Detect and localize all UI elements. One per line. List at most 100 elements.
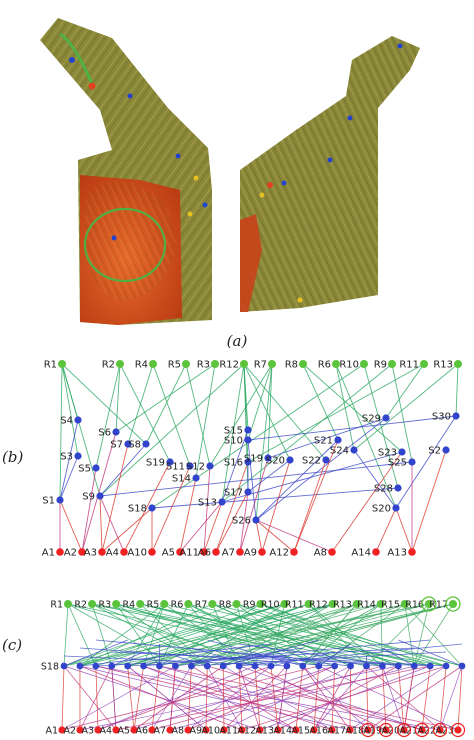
graph-edge — [169, 665, 415, 731]
graph-edge — [395, 415, 457, 509]
graph-edge — [247, 363, 273, 441]
graph-edge — [331, 451, 403, 553]
graph-edge — [239, 457, 269, 553]
saddle-node — [442, 662, 450, 670]
graph-edge — [255, 519, 333, 553]
saddle-node — [394, 662, 402, 670]
graph-edge — [215, 461, 249, 553]
saddle-node — [140, 662, 148, 670]
saddle-label: S12 — [186, 462, 205, 473]
root-node — [400, 600, 409, 608]
saddle-label: S23 — [378, 448, 397, 459]
attractor-label: A14 — [273, 726, 292, 737]
root-label: R2 — [74, 600, 87, 611]
saddle-label: S19 — [244, 454, 263, 465]
graph-edge — [151, 665, 160, 731]
graph-edge — [353, 363, 459, 451]
attractor-label: A2 — [63, 726, 76, 737]
saddle-node — [124, 662, 132, 670]
root-node — [116, 360, 124, 368]
graph-edge — [81, 467, 97, 553]
graph-edge — [413, 603, 430, 667]
attractor-highlight-ring — [450, 722, 466, 738]
graph-edge — [203, 465, 211, 553]
attractor-node — [120, 548, 128, 556]
saddle-node — [394, 484, 402, 492]
graph-edge — [61, 665, 319, 731]
saddle-node — [392, 504, 400, 512]
saddle-node — [192, 474, 200, 482]
graph-edge — [79, 603, 261, 667]
graph-edge — [63, 603, 381, 667]
graph-edge — [95, 665, 99, 731]
attractor-label: A3 — [84, 548, 97, 559]
graph-edge — [385, 363, 425, 419]
graph-edge — [127, 363, 154, 445]
saddle-label: S18 — [128, 504, 147, 515]
saddle-label: S16 — [224, 458, 243, 469]
root-node — [208, 600, 217, 608]
right-intake-model — [240, 36, 420, 312]
saddle-node — [363, 662, 370, 670]
saddle-node — [264, 454, 272, 462]
attractor-label: A1 — [42, 548, 55, 559]
root-highlight-ring — [445, 596, 461, 612]
saddle-node — [74, 416, 82, 424]
graph-edge — [382, 665, 405, 731]
panel-b-edges — [59, 363, 459, 553]
attractor-highlight-ring — [378, 722, 394, 738]
root-node — [328, 600, 337, 608]
graph-edge — [206, 665, 243, 731]
attractor-label: A22 — [417, 726, 436, 737]
root-node — [112, 600, 121, 608]
graph-edge — [115, 665, 431, 731]
saddle-node — [382, 414, 390, 422]
graph-edge — [270, 603, 382, 667]
saddle-node — [315, 662, 323, 670]
root-label: R16 — [405, 600, 424, 611]
graph-edge — [175, 603, 454, 667]
saddle-label: S25 — [388, 458, 407, 469]
saddle-node — [244, 426, 252, 434]
attractor-label: A4 — [99, 726, 112, 737]
root-node — [268, 360, 276, 368]
root-node — [376, 600, 385, 608]
panel-c-edges — [61, 603, 463, 731]
graph-edge — [313, 665, 320, 731]
saddle-node — [112, 428, 120, 436]
graph-edge — [127, 603, 309, 667]
graph-edge — [439, 665, 463, 731]
graph-edge — [398, 639, 463, 667]
root-node — [420, 360, 428, 368]
saddle-node — [219, 662, 227, 670]
graph-edge — [367, 665, 463, 731]
attractor-node — [328, 726, 336, 734]
graph-edge — [79, 665, 351, 731]
saddle-row-label: S18 — [41, 662, 59, 673]
attractor-node — [310, 726, 318, 734]
graph-edge — [255, 519, 263, 553]
attractor-label: A3 — [81, 726, 94, 737]
saddle-node — [452, 412, 460, 420]
attractor-label: A13 — [255, 726, 274, 737]
attractor-node — [200, 548, 208, 556]
graph-edge — [79, 647, 335, 667]
attractor-label: A14 — [351, 548, 371, 559]
saddle-node — [442, 446, 450, 454]
graph-edge — [119, 363, 171, 463]
attractor-label: A23 — [435, 726, 454, 737]
saddle-node — [218, 498, 226, 506]
attractor-node — [166, 726, 174, 734]
attractor-node — [256, 726, 264, 734]
saddle-label: S13 — [198, 498, 217, 509]
saddle-label: S3 — [60, 452, 73, 463]
saddle-node — [92, 464, 100, 472]
graph-edge — [236, 603, 256, 667]
attractor-label: A6 — [198, 548, 211, 559]
attractor-node — [418, 726, 426, 734]
root-node — [184, 600, 193, 608]
saddle-node — [408, 458, 416, 466]
graph-edge — [191, 603, 430, 667]
root-node — [449, 600, 457, 608]
graph-edge — [63, 655, 287, 667]
